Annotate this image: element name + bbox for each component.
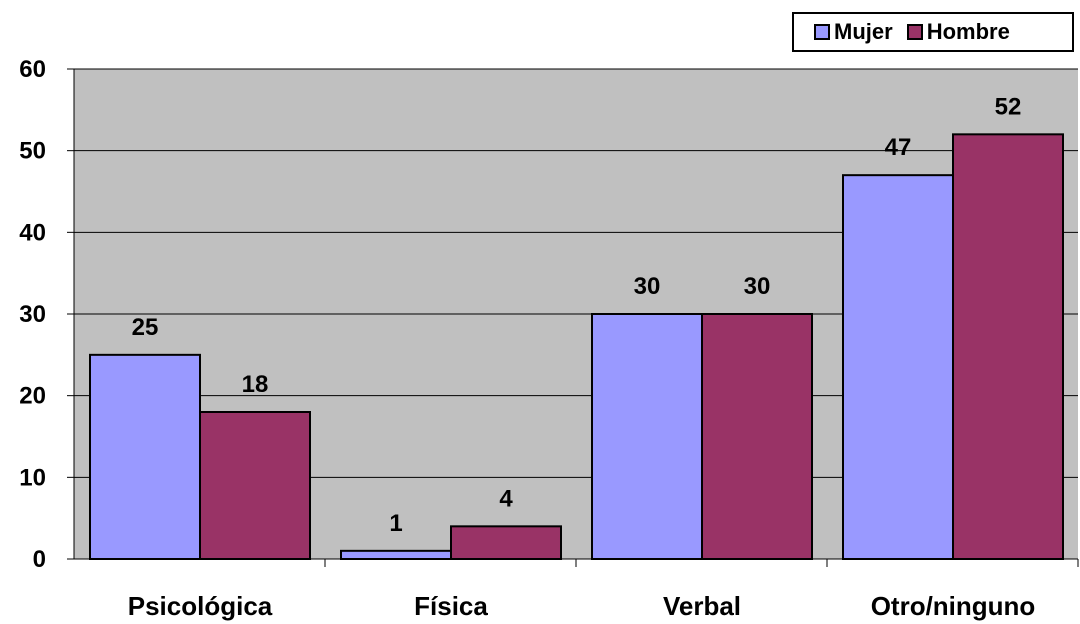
legend-label-mujer: Mujer bbox=[834, 19, 893, 44]
bar-hombre-1 bbox=[199, 411, 311, 560]
labels: 0 10 20 30 40 50 60 25 18 Psicológica 1 4 Física 30 30… bbox=[19, 56, 1035, 621]
y-tick-label: 40 bbox=[19, 219, 46, 246]
bar-hombre-2 bbox=[450, 525, 562, 560]
data-label: 47 bbox=[885, 134, 912, 161]
y-tick-label: 10 bbox=[19, 464, 46, 491]
legend-label-hombre: Hombre bbox=[926, 19, 1010, 44]
data-label: 4 bbox=[499, 485, 513, 512]
bar-mujer-4 bbox=[842, 174, 954, 561]
data-label: 30 bbox=[744, 273, 771, 300]
y-tick-label: 0 bbox=[33, 546, 46, 573]
y-tick-label: 60 bbox=[19, 56, 46, 83]
data-label: 52 bbox=[995, 93, 1022, 120]
legend-item-mujer: Mujer bbox=[814, 19, 893, 45]
data-label: 18 bbox=[242, 371, 269, 398]
y-tick-label: 30 bbox=[19, 301, 46, 328]
bar-hombre-4 bbox=[952, 133, 1064, 560]
axes bbox=[67, 68, 1079, 567]
legend-item-hombre: Hombre bbox=[906, 19, 1010, 45]
legend: Mujer Hombre bbox=[792, 12, 1074, 52]
category-label: Psicológica bbox=[128, 591, 273, 621]
category-label: Otro/ninguno bbox=[871, 591, 1036, 621]
y-tick-label: 20 bbox=[19, 383, 46, 410]
category-label: Física bbox=[414, 591, 488, 621]
legend-swatch-mujer bbox=[814, 24, 830, 40]
bar-mujer-1 bbox=[89, 353, 201, 561]
category-label: Verbal bbox=[663, 591, 741, 621]
bar-hombre-3 bbox=[701, 313, 813, 560]
y-tick-label: 50 bbox=[19, 138, 46, 165]
bars bbox=[89, 133, 1064, 561]
bar-mujer-3 bbox=[591, 313, 703, 560]
data-label: 25 bbox=[132, 314, 159, 341]
bar-mujer-2 bbox=[340, 549, 452, 560]
data-label: 1 bbox=[389, 510, 402, 537]
legend-swatch-hombre bbox=[906, 24, 923, 40]
data-label: 30 bbox=[634, 273, 661, 300]
